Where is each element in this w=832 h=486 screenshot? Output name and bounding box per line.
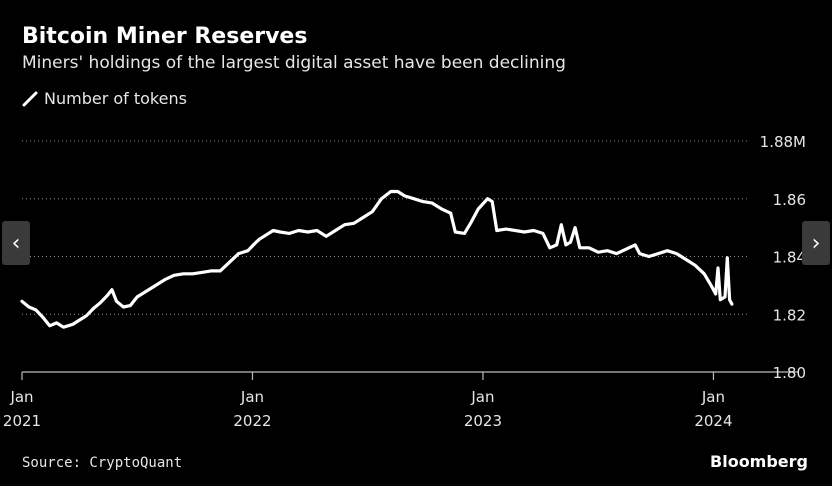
- y-tick-label: 1.86: [773, 191, 806, 209]
- x-tick-year-label: 2024: [694, 412, 732, 430]
- legend-label: Number of tokens: [44, 89, 187, 108]
- next-chart-button[interactable]: ›: [802, 221, 830, 265]
- source-note: Source: CryptoQuant: [22, 455, 183, 471]
- legend: Number of tokens: [22, 89, 187, 108]
- x-tick-month-label: Jan: [470, 388, 494, 406]
- chevron-left-icon: ‹: [11, 230, 21, 256]
- y-tick-label: 1.82: [773, 306, 806, 324]
- y-tick-label: 1.88M: [760, 133, 806, 151]
- chart-subtitle: Miners' holdings of the largest digital …: [22, 53, 566, 73]
- x-tick-month-label: Jan: [701, 388, 725, 406]
- x-tick-year-label: 2021: [3, 412, 41, 430]
- legend-line-icon: [22, 91, 38, 106]
- chart-title: Bitcoin Miner Reserves: [22, 24, 308, 49]
- x-tick-year-label: 2022: [233, 412, 271, 430]
- x-tick-month-label: Jan: [240, 388, 264, 406]
- series-line: [20, 189, 734, 329]
- previous-chart-button[interactable]: ‹: [2, 221, 30, 265]
- y-tick-label: 1.80: [773, 364, 806, 382]
- bloomberg-logo: Bloomberg: [710, 452, 808, 471]
- x-tick-month-label: Jan: [9, 388, 33, 406]
- chevron-right-icon: ›: [811, 230, 821, 256]
- y-tick-label: 1.84: [773, 249, 806, 267]
- x-tick-year-label: 2023: [464, 412, 502, 430]
